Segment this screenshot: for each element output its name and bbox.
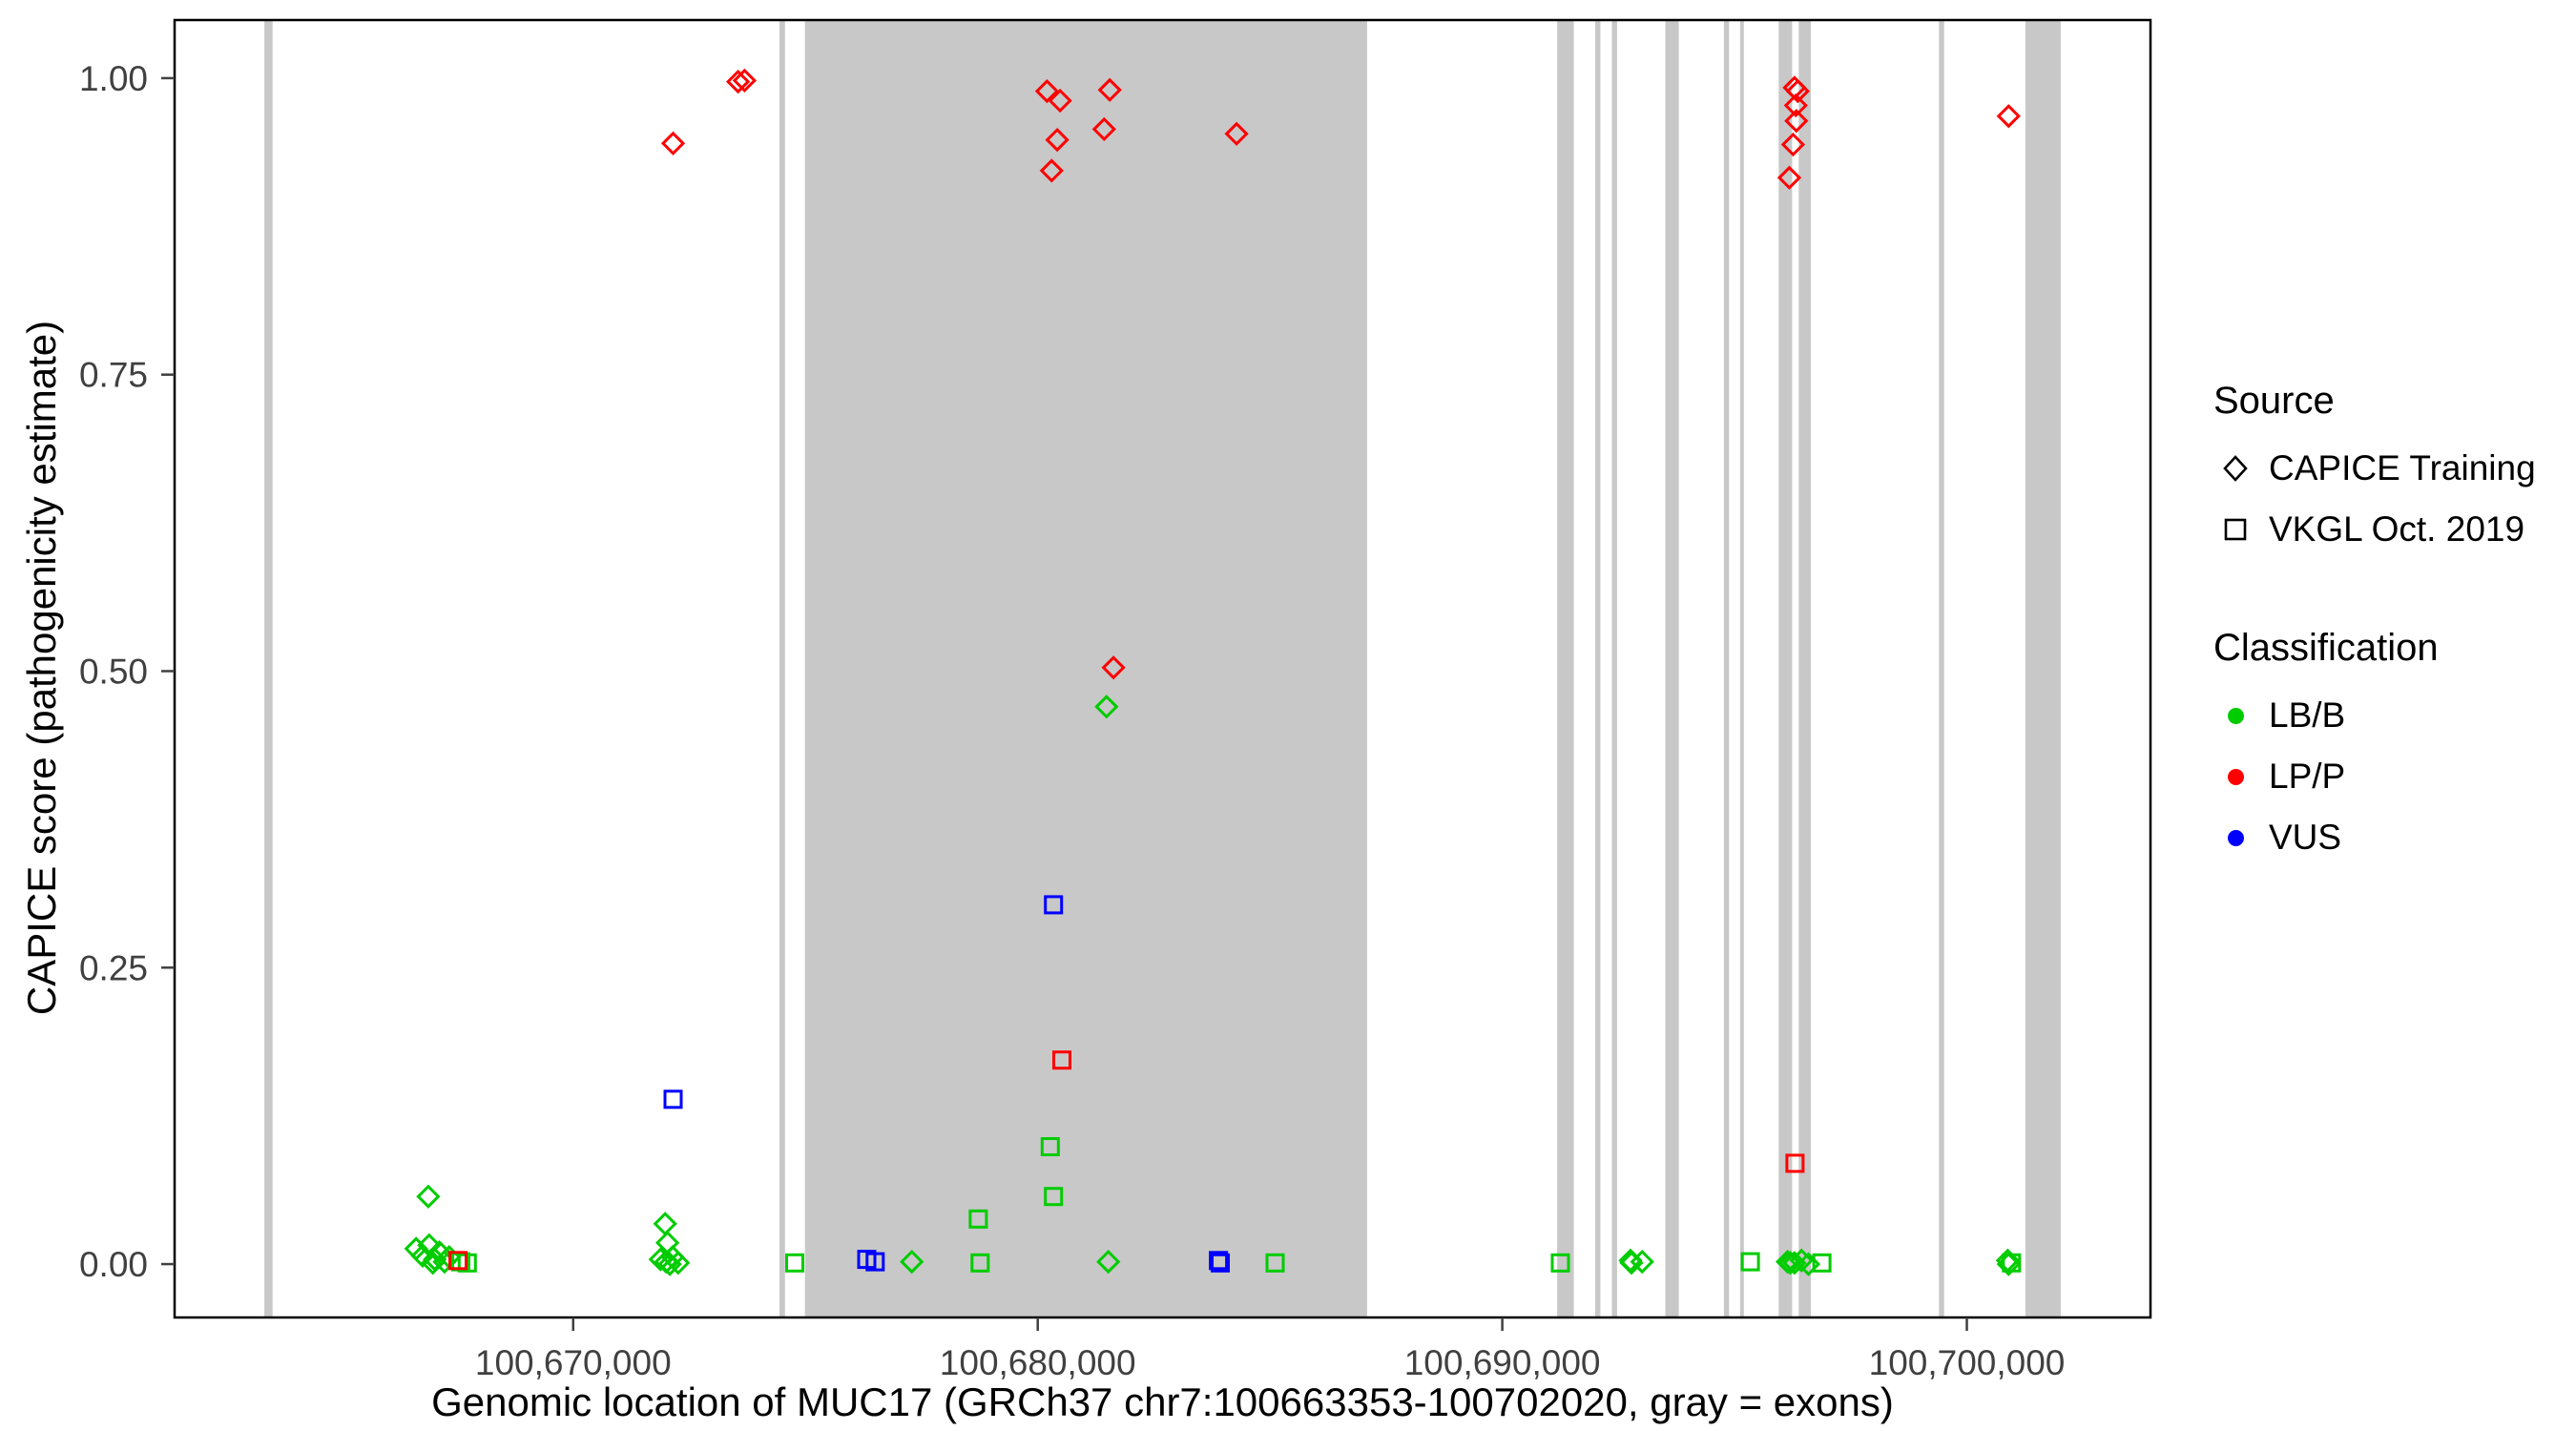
legend-source-group: Source CAPICE Training VKGL Oct. 2019: [2213, 380, 2536, 560]
data-point-square: [1209, 1251, 1229, 1271]
y-tick-label: 1.00: [79, 59, 148, 98]
exon-band: [2025, 21, 2061, 1317]
data-point-square: [1211, 1253, 1230, 1273]
data-point-diamond: [732, 68, 758, 93]
data-point-diamond: [1094, 695, 1119, 719]
legend-label-vus: VUS: [2269, 818, 2342, 857]
data-point-diamond: [1784, 109, 1809, 134]
data-point-diamond: [666, 1251, 691, 1275]
legend-label-capice-training: CAPICE Training: [2269, 448, 2536, 487]
data-point-diamond: [657, 1252, 682, 1276]
exon-band: [779, 21, 785, 1317]
data-point-diamond: [653, 1212, 677, 1236]
data-point-square: [1052, 1050, 1071, 1070]
legend-label-lpp: LP/P: [2269, 757, 2346, 796]
x-tick-label: 100,690,000: [1404, 1343, 1601, 1382]
data-point-diamond: [421, 1251, 446, 1275]
legend-label-lbb: LB/B: [2269, 695, 2346, 735]
data-point-diamond: [1039, 158, 1064, 183]
exon-band: [1557, 21, 1574, 1317]
legend-classification-title: Classification: [2213, 627, 2439, 669]
vus-dot-icon: [2213, 816, 2257, 860]
legend-item-lpp: LP/P: [2213, 746, 2536, 807]
data-point-square: [970, 1253, 990, 1273]
exon-band: [1778, 21, 1793, 1317]
legend: Source CAPICE Training VKGL Oct. 2019 Cl…: [2213, 380, 2536, 868]
x-tick-label: 100,670,000: [475, 1343, 672, 1382]
data-point-diamond: [725, 69, 751, 94]
data-point-diamond: [1096, 1249, 1121, 1275]
data-point-diamond: [1783, 93, 1808, 118]
legend-item-lbb: LB/B: [2213, 685, 2536, 746]
data-point-diamond: [1091, 116, 1116, 142]
lbb-dot-icon: [2213, 694, 2257, 737]
x-tick-label: 100,680,000: [940, 1343, 1136, 1382]
legend-label-vkgl: VKGL Oct. 2019: [2269, 509, 2525, 549]
x-tick-label: 100,700,000: [1869, 1343, 2066, 1382]
y-tick-label: 0.00: [79, 1245, 148, 1284]
y-tick-label: 0.25: [79, 948, 148, 987]
legend-item-vkgl: VKGL Oct. 2019: [2213, 499, 2536, 560]
data-point-square: [1550, 1253, 1570, 1273]
data-point-square: [448, 1251, 467, 1271]
y-tick-label: 0.75: [79, 356, 148, 395]
data-point-diamond: [1630, 1249, 1654, 1275]
data-point-diamond: [1045, 127, 1070, 153]
data-point-square: [865, 1252, 885, 1272]
y-tick-label: 0.50: [79, 652, 148, 691]
data-point-diamond: [1777, 1251, 1803, 1275]
data-point-diamond: [1101, 655, 1126, 680]
data-point-square: [1740, 1252, 1760, 1272]
data-point-square: [1044, 1187, 1064, 1207]
x-axis-title: Genomic location of MUC17 (GRCh37 chr7:1…: [431, 1379, 1894, 1424]
diamond-icon: [2213, 446, 2257, 490]
exon-band: [1939, 21, 1944, 1317]
legend-item-capice-training: CAPICE Training: [2213, 438, 2536, 499]
data-point-diamond: [1619, 1251, 1644, 1275]
data-point-diamond: [1034, 78, 1060, 104]
exon-band: [1665, 21, 1679, 1317]
y-axis-title: CAPICE score (pathogenicity estimate): [19, 320, 64, 1016]
data-point-diamond: [1097, 77, 1122, 102]
panel-border: [173, 18, 2152, 1319]
exon-band: [1798, 21, 1811, 1317]
lpp-dot-icon: [2213, 755, 2257, 798]
data-point-diamond: [900, 1249, 924, 1275]
legend-item-vus: VUS: [2213, 807, 2536, 868]
data-point-diamond: [1780, 132, 1806, 157]
legend-source-title: Source: [2213, 380, 2335, 422]
exon-band: [1611, 21, 1617, 1317]
data-point-square: [785, 1253, 804, 1273]
exon-band: [804, 21, 1367, 1317]
data-point-diamond: [1224, 121, 1249, 146]
data-point-diamond: [1996, 104, 2021, 129]
data-point-square: [968, 1209, 988, 1229]
data-point-diamond: [1048, 88, 1072, 114]
data-point-square: [1812, 1253, 1832, 1273]
legend-classification-group: Classification LB/B LP/P VUS: [2213, 627, 2536, 868]
data-point-diamond: [1776, 165, 1802, 190]
data-point-square: [1265, 1253, 1285, 1273]
exon-band: [264, 21, 273, 1317]
data-point-square: [663, 1089, 683, 1110]
exon-band: [1723, 21, 1730, 1317]
data-point-diamond: [1789, 1248, 1814, 1273]
exon-band: [1739, 21, 1744, 1317]
exon-band: [1595, 21, 1601, 1317]
data-point-square: [2002, 1253, 2022, 1273]
data-point-diamond: [660, 131, 686, 156]
data-point-square: [1040, 1137, 1060, 1156]
data-point-square: [1785, 1153, 1805, 1173]
data-point-square: [1044, 895, 1064, 915]
square-icon: [2213, 508, 2257, 551]
data-point-diamond: [1785, 78, 1810, 104]
data-point-diamond: [416, 1184, 441, 1209]
